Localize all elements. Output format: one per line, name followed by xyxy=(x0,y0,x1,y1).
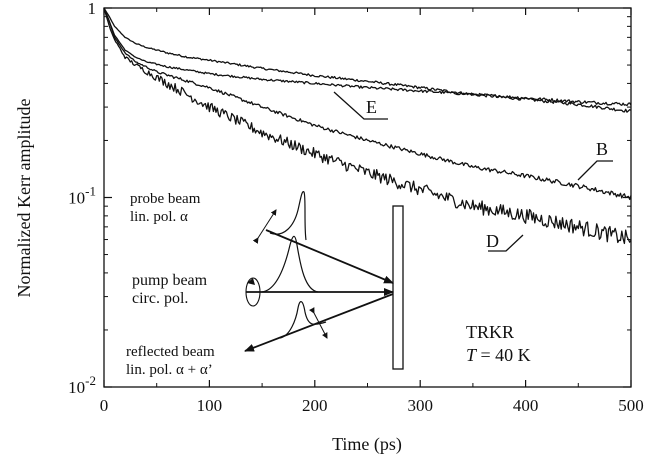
series-label-D-leader xyxy=(488,234,524,252)
pump-pulse-shape xyxy=(261,235,319,293)
x-tick-label: 400 xyxy=(513,396,539,415)
y-tick-label: 10-2 xyxy=(68,373,96,397)
series-label-B-leader xyxy=(577,160,613,181)
reflected-pulse-shape xyxy=(279,301,327,339)
reflected-pol-symbol: α + α’ xyxy=(176,362,213,378)
probe-pol-label: lin. pol. α xyxy=(130,209,188,225)
reflected-pol-prefix: lin. pol. xyxy=(126,362,176,378)
x-tick-label: 300 xyxy=(407,396,433,415)
sample-plate xyxy=(392,205,404,370)
reflected-polarization-arrow xyxy=(309,307,328,339)
probe-beam-arrow xyxy=(265,229,394,284)
pump-circular-arrowhead xyxy=(247,278,255,285)
trkr-label: TRKR xyxy=(466,322,514,342)
y-tick-base: 1 xyxy=(88,0,97,18)
probe-pulse-shape xyxy=(269,191,307,241)
x-axis-title: Time (ps) xyxy=(332,434,402,455)
y-tick-exponent: -2 xyxy=(85,373,96,388)
series-label-B: B xyxy=(596,139,608,159)
probe-pol-symbol: α xyxy=(180,209,188,225)
x-axis-ticks: 0 100 200 300 400 500 xyxy=(100,8,644,415)
series-line-B xyxy=(103,7,632,201)
inset-schematic: probe beam lin. pol. α pump beam circ. p… xyxy=(126,191,404,378)
series-label-D: D xyxy=(486,231,499,251)
probe-beam-label: probe beam xyxy=(130,191,201,207)
y-tick-base: 10 xyxy=(68,378,85,397)
probe-pol-prefix: lin. pol. xyxy=(130,209,180,225)
x-tick-label: 200 xyxy=(302,396,328,415)
reflected-pol-label: lin. pol. α + α’ xyxy=(126,362,213,378)
y-tick-exponent: -1 xyxy=(85,184,96,199)
series-line-A xyxy=(103,7,632,107)
temperature-label: T = 40 K xyxy=(466,345,531,365)
series-label-E-group: E xyxy=(333,91,388,120)
series-line-E xyxy=(103,7,632,113)
pump-beam-label: pump beam xyxy=(132,272,208,289)
y-tick-label: 1 xyxy=(88,0,97,18)
series-line-D xyxy=(103,7,632,245)
y-tick-label: 10-1 xyxy=(68,184,96,208)
y-axis-ticks: 10-210-11 xyxy=(68,0,631,397)
y-tick-base: 10 xyxy=(68,189,85,208)
series-label-E: E xyxy=(366,97,377,117)
series-layer xyxy=(103,7,632,245)
pump-pol-label: circ. pol. xyxy=(132,290,188,307)
temperature-value: = 40 K xyxy=(476,345,531,365)
probe-polarization-arrow xyxy=(252,209,277,244)
x-tick-label: 500 xyxy=(618,396,644,415)
temperature-var: T xyxy=(466,345,478,365)
reflected-beam-label: reflected beam xyxy=(126,344,215,360)
series-label-B-group: B xyxy=(577,139,613,181)
x-tick-label: 100 xyxy=(197,396,223,415)
x-tick-label: 0 xyxy=(100,396,109,415)
y-axis-title: Normalized Kerr amplitude xyxy=(14,99,34,298)
series-label-E-leader xyxy=(333,91,388,120)
series-label-D-group: D xyxy=(486,231,524,252)
